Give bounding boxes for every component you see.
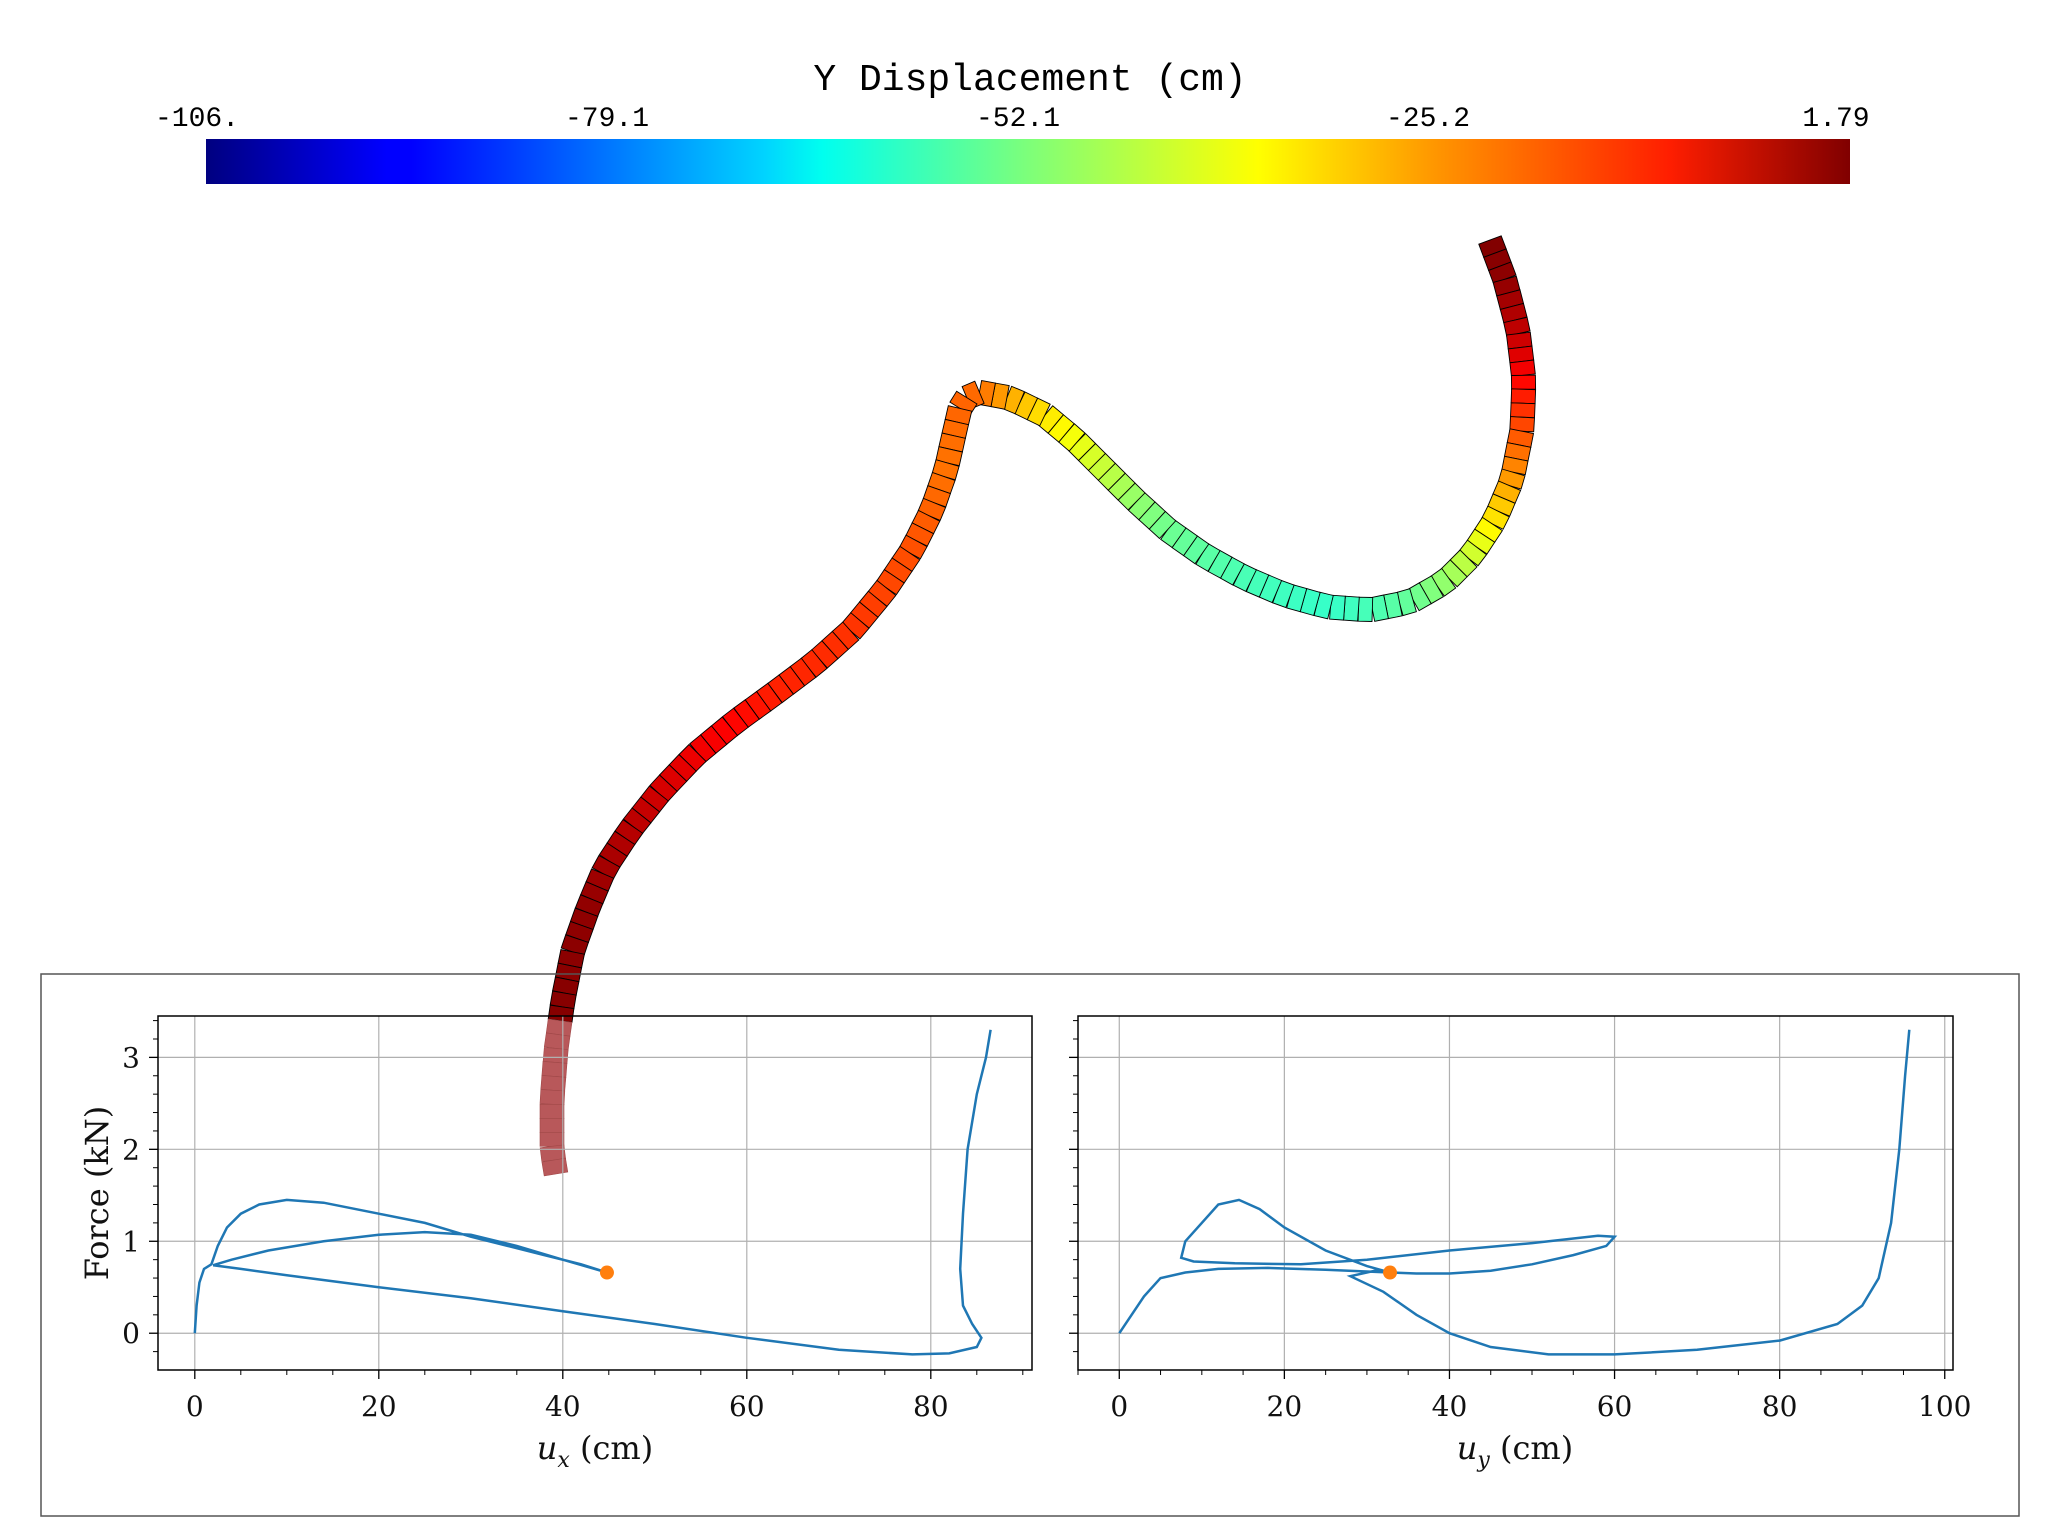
beam-element	[1487, 493, 1516, 517]
x-tick-label: 20	[361, 1390, 397, 1423]
beam-element	[898, 534, 928, 560]
beam-element	[1127, 491, 1156, 521]
colorbar-tick-1: -79.1	[565, 104, 649, 135]
grid-lines	[158, 1016, 1032, 1370]
beam-element	[541, 1157, 569, 1177]
tick-labels: 0 20 40 60 80 100	[1110, 1390, 1971, 1423]
force-displacement-line	[1179, 1029, 1911, 1356]
beam-element	[1480, 505, 1510, 530]
beam-element	[922, 485, 951, 508]
beam-element	[875, 568, 905, 596]
beam-element	[1160, 519, 1187, 549]
colorbar-tick-0: -106.	[155, 104, 239, 135]
beam-element	[539, 1118, 565, 1133]
axes-frame	[1077, 1015, 1954, 1371]
x-tick-label: 40	[545, 1390, 581, 1423]
x-tick-label: 20	[1267, 1390, 1303, 1423]
ylabel: Force (kN)	[78, 1106, 116, 1280]
colorbar-tick-4: 1.79	[1802, 104, 1869, 135]
beam-element	[542, 1047, 569, 1064]
y-tick-label: 1	[122, 1225, 140, 1258]
beam-element	[1510, 388, 1537, 405]
beam-element	[1395, 588, 1417, 617]
beam-element	[1195, 542, 1221, 572]
beam-element	[1357, 596, 1374, 622]
beam-element	[1501, 455, 1529, 476]
x-tick-label: 40	[1432, 1390, 1468, 1423]
y-tick-label: 2	[122, 1133, 140, 1166]
axes-frame	[157, 1015, 1033, 1371]
x-tick-label: 0	[1110, 1390, 1128, 1423]
colorbar: Y Displacement (cm) -106. -79.1 -52.1 -2…	[155, 59, 1870, 184]
beam-element	[539, 1089, 566, 1106]
tick-marks	[149, 1020, 1024, 1379]
current-state-marker	[1383, 1265, 1398, 1280]
x-tick-label: 100	[1918, 1390, 1971, 1423]
beam-element	[1406, 582, 1432, 612]
tick-labels: 0 20 40 60 80 0 1 2 3	[122, 1041, 948, 1423]
grid-lines	[1078, 1016, 1953, 1370]
x-tick-label: 60	[729, 1390, 765, 1423]
beam-element	[1245, 568, 1270, 598]
beam-element	[540, 1075, 567, 1092]
x-tick-label: 0	[186, 1390, 204, 1423]
beam-element	[1510, 374, 1537, 390]
beam-element	[1509, 359, 1536, 378]
beam-element	[539, 1132, 565, 1147]
force-vs-ux-axes: 0 20 40 60 80 0 1 2 3 Force (kN) ux (cm)	[78, 1015, 1033, 1473]
tick-marks	[1069, 1020, 1946, 1379]
beam-element	[1466, 528, 1496, 555]
colorbar-tick-3: -25.2	[1386, 104, 1470, 135]
beam-element	[841, 612, 870, 640]
beam-element	[917, 497, 947, 521]
beam-element	[1429, 567, 1457, 597]
xlabel: uy (cm)	[1457, 1429, 1573, 1473]
beam-element	[1439, 559, 1468, 588]
current-state-marker	[599, 1265, 614, 1280]
beam-element	[1488, 261, 1517, 285]
beam-element	[539, 1104, 565, 1119]
beam-element	[1369, 594, 1389, 622]
beam-element	[935, 446, 963, 467]
force-vs-uy-axes: 0 20 40 60 80 100 uy (cm)	[1069, 1015, 1971, 1473]
beam-element	[1232, 563, 1258, 593]
beam-element	[1510, 402, 1536, 419]
colorbar-gradient	[206, 139, 1850, 184]
beam-element	[1509, 416, 1535, 433]
force-displacement-line	[193, 1029, 992, 1356]
beam-element	[1458, 539, 1488, 567]
beam-element	[1503, 316, 1531, 337]
beam-element	[1272, 579, 1295, 609]
x-tick-label: 80	[913, 1390, 949, 1423]
colorbar-tick-2: -52.1	[976, 104, 1060, 135]
deformed-beam	[539, 235, 1537, 1177]
colorbar-title: Y Displacement (cm)	[813, 59, 1246, 102]
beam-element	[1343, 595, 1360, 622]
x-tick-label: 80	[1762, 1390, 1798, 1423]
beam-element	[810, 640, 839, 669]
xlabel: ux (cm)	[537, 1429, 653, 1473]
force-displacement-line-initial	[1118, 1266, 1391, 1334]
y-tick-label: 3	[122, 1041, 140, 1074]
plot-panel-frame	[40, 973, 2020, 1517]
beam-element	[1329, 594, 1346, 621]
y-tick-label: 0	[122, 1317, 140, 1350]
x-tick-label: 60	[1597, 1390, 1633, 1423]
